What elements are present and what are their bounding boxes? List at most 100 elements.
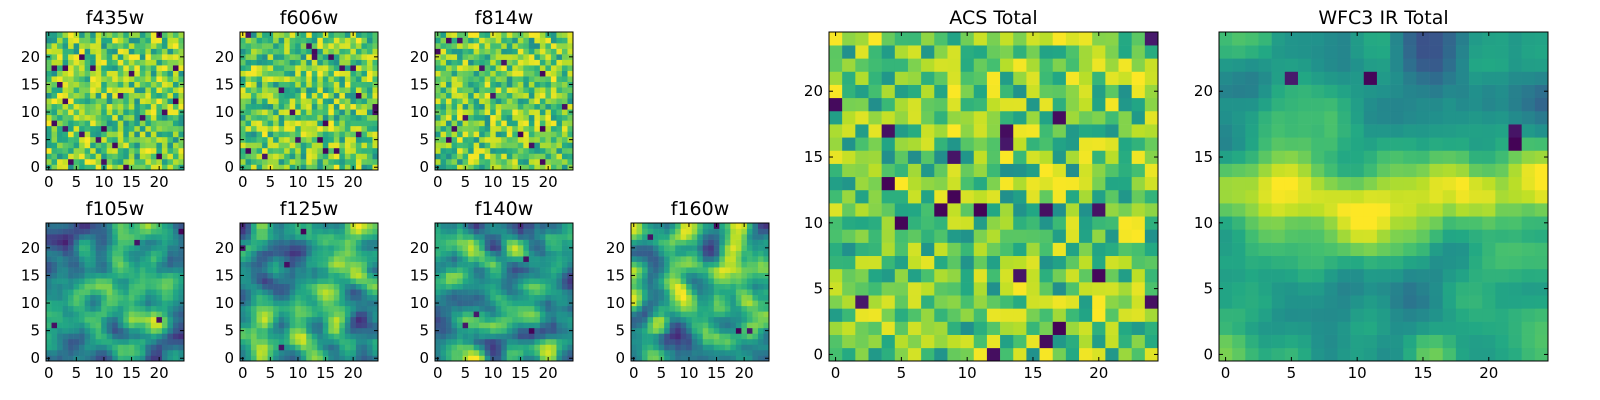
heatmap-cell	[1013, 229, 1027, 243]
heatmap-cell	[240, 239, 246, 246]
heatmap-cell	[106, 158, 113, 165]
heatmap-cell	[112, 305, 119, 312]
heatmap-cell	[1013, 163, 1027, 178]
heatmap-cell	[139, 349, 146, 356]
heatmap-cell	[528, 355, 535, 362]
heatmap-cell	[561, 103, 568, 110]
heatmap-cell	[339, 65, 346, 71]
heatmap-cell	[284, 92, 290, 99]
heatmap-cell	[462, 103, 469, 110]
heatmap-cell	[284, 228, 290, 235]
heatmap-cell	[134, 164, 141, 171]
heatmap-cell	[172, 48, 179, 55]
heatmap-cell	[691, 311, 698, 318]
heatmap-cell	[479, 158, 485, 165]
heatmap-cell	[523, 131, 530, 138]
heatmap-cell	[328, 283, 335, 290]
heatmap-cell	[451, 65, 458, 71]
heatmap-cell	[462, 98, 469, 105]
heatmap-cell	[457, 114, 463, 121]
heatmap-cell	[907, 321, 922, 335]
heatmap-cell	[117, 87, 124, 94]
heatmap-cell	[161, 338, 168, 345]
heatmap-cell	[468, 136, 474, 143]
heatmap-cell	[251, 59, 257, 66]
heatmap-cell	[311, 103, 318, 110]
heatmap-cell	[501, 256, 508, 262]
heatmap-cell	[567, 76, 574, 82]
heatmap-cell	[664, 228, 670, 235]
heatmap-cell	[512, 245, 519, 251]
heatmap-cell	[855, 255, 869, 270]
heatmap-cell	[490, 65, 497, 71]
heatmap-cell	[763, 305, 770, 312]
heatmap-cell	[73, 120, 80, 127]
heatmap-cell	[311, 333, 318, 340]
heatmap-cell	[1105, 308, 1119, 322]
heatmap-cell	[139, 316, 146, 323]
heatmap-cell	[567, 32, 574, 38]
heatmap-cell	[278, 70, 285, 77]
heatmap-cell	[57, 327, 63, 334]
heatmap-cell	[46, 153, 52, 160]
heatmap-cell	[686, 349, 693, 356]
heatmap-cell	[178, 98, 185, 105]
heatmap-cell	[691, 250, 698, 257]
heatmap-cell	[90, 81, 96, 88]
heatmap-cell	[167, 37, 174, 44]
x-tick-label: 15	[122, 364, 141, 382]
heatmap-cell	[473, 261, 480, 268]
heatmap-cell	[361, 37, 368, 44]
heatmap-cell	[46, 103, 52, 110]
heatmap-cell	[339, 131, 346, 138]
heatmap-cell	[490, 158, 497, 165]
heatmap-cell	[1144, 216, 1159, 230]
heatmap-cell	[366, 98, 373, 105]
heatmap-cell	[468, 289, 474, 296]
heatmap-cell	[344, 76, 351, 82]
heatmap-cell	[462, 245, 469, 251]
heatmap-cell	[344, 103, 351, 110]
heatmap-cell	[653, 289, 659, 296]
heatmap-cell	[256, 311, 263, 318]
heatmap-cell	[295, 305, 302, 312]
heatmap-cell	[907, 150, 922, 164]
heatmap-cell	[317, 333, 324, 340]
heatmap-cell	[101, 322, 108, 329]
heatmap-cell	[178, 239, 185, 246]
heatmap-cell	[501, 344, 508, 351]
heatmap-cell	[517, 349, 524, 356]
heatmap-cell	[550, 59, 557, 66]
heatmap-cell	[267, 261, 274, 268]
heatmap-cell	[251, 65, 257, 71]
heatmap-cell	[240, 261, 246, 268]
heatmap-cell	[517, 114, 524, 121]
heatmap-cell	[84, 338, 91, 345]
heatmap-cell	[62, 92, 69, 99]
heatmap-cell	[311, 54, 318, 60]
heatmap-cell	[284, 223, 290, 229]
heatmap-cell	[636, 239, 643, 246]
heatmap-cell	[62, 223, 69, 229]
heatmap-cell	[161, 103, 168, 110]
heatmap-cell	[550, 228, 557, 235]
heatmap-cell	[829, 282, 843, 296]
heatmap-cell	[251, 250, 257, 257]
heatmap-cell	[506, 327, 513, 334]
heatmap-cell	[68, 98, 74, 105]
heatmap-cell	[501, 32, 508, 38]
heatmap-cell	[172, 228, 179, 235]
heatmap-cell	[300, 164, 307, 171]
heatmap-cell	[490, 54, 497, 60]
heatmap-cell	[134, 311, 141, 318]
heatmap-cell	[106, 98, 113, 105]
heatmap-cell	[123, 322, 130, 329]
heatmap-cell	[79, 70, 85, 77]
heatmap-cell	[46, 131, 52, 138]
heatmap-cell	[317, 43, 324, 49]
heatmap-cell	[550, 349, 557, 356]
heatmap-cell	[484, 289, 491, 296]
heatmap-cell	[763, 283, 770, 290]
heatmap-cell	[267, 327, 274, 334]
